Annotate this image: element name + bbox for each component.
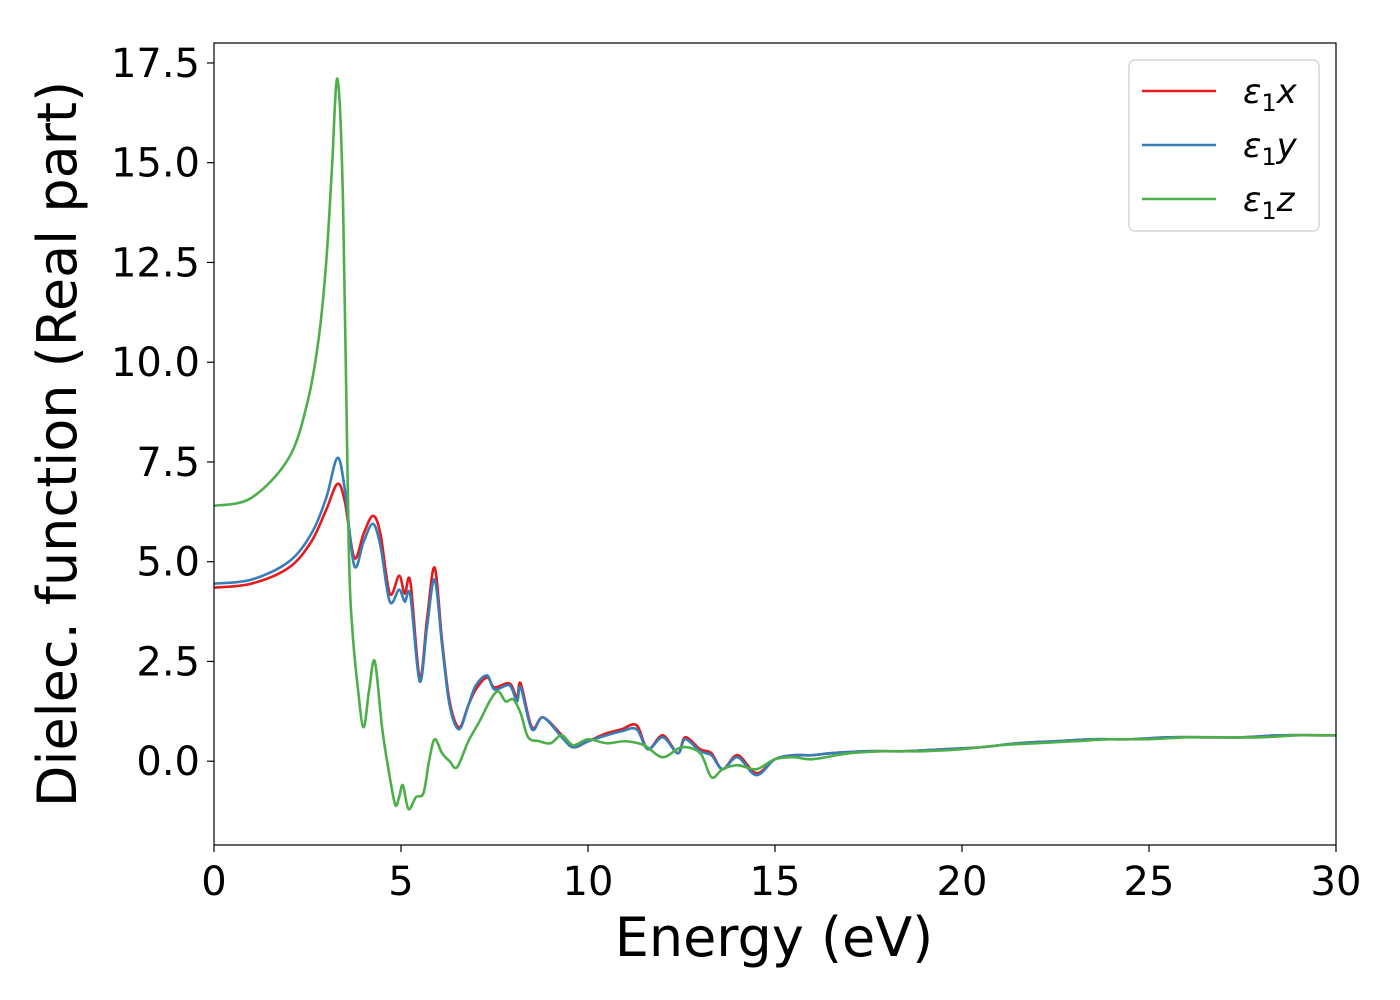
y-tick-label: 2.5 [136, 639, 200, 685]
y-axis-label: Dielec. function (Real part) [26, 81, 89, 807]
y-tick-label: 10.0 [111, 340, 200, 386]
y-tick-label: 7.5 [136, 440, 200, 486]
legend-label-x: ε1x [1243, 72, 1298, 117]
legend-label-y: ε1y [1243, 126, 1298, 171]
axis-ticks: 0 5 10 15 20 25 30 0.0 2.5 5.0 7.5 10.0 12.5 15.0 17.5 [111, 41, 1362, 905]
series-line-z [214, 77, 1336, 811]
y-tick-label: 12.5 [111, 240, 200, 286]
y-tick-label: 5.0 [136, 540, 200, 586]
x-tick-label: 10 [563, 859, 614, 905]
x-tick-label: 5 [388, 859, 413, 905]
x-tick-label: 15 [750, 859, 801, 905]
y-tick-label: 15.0 [111, 141, 200, 187]
y-tick-label: 17.5 [111, 41, 200, 87]
x-tick-label: 0 [201, 859, 226, 905]
series-lines [214, 77, 1336, 811]
legend-box [1128, 59, 1320, 232]
y-tick-label: 0.0 [136, 739, 200, 785]
legend: ε1x ε1y ε1z [1128, 59, 1320, 232]
x-tick-label: 25 [1124, 859, 1175, 905]
x-axis-label: Energy (eV) [615, 906, 934, 969]
x-tick-label: 30 [1311, 859, 1362, 905]
legend-entries: ε1x ε1y ε1z [1142, 72, 1298, 225]
legend-label-z: ε1z [1243, 180, 1296, 225]
x-tick-label: 20 [937, 859, 988, 905]
